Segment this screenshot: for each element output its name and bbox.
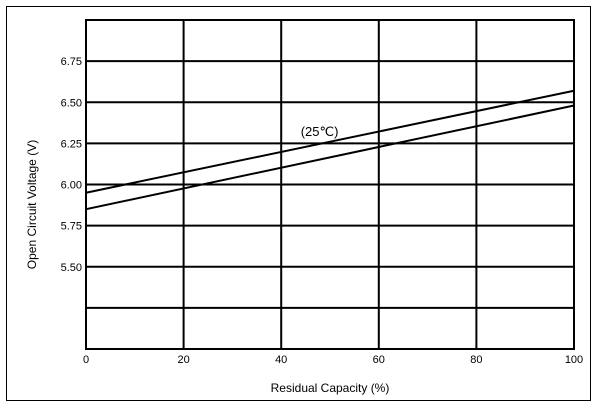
tick-labels: 0 20 40 60 80 100 5.50 5.75 6.00 6.25 6.50 6.75 — [61, 56, 584, 366]
x-tick-label: 60 — [373, 354, 385, 366]
x-tick-label: 0 — [83, 354, 89, 366]
y-tick-label: 5.50 — [61, 262, 82, 274]
y-tick-label: 6.50 — [61, 97, 82, 109]
y-tick-label: 6.00 — [61, 180, 82, 192]
x-tick-label: 80 — [470, 354, 482, 366]
temperature-annotation: (25℃) — [301, 124, 339, 139]
y-tick-label: 6.25 — [61, 138, 82, 150]
grid — [85, 19, 575, 350]
series-line-1 — [85, 89, 575, 194]
series-lines — [85, 89, 575, 211]
series-line-2 — [85, 104, 575, 211]
y-tick-label: 6.75 — [61, 56, 82, 68]
y-tick-label: 5.75 — [61, 221, 82, 233]
x-tick-label: 40 — [275, 354, 287, 366]
x-tick-label: 20 — [177, 354, 189, 366]
y-axis-title: Open Circuit Voltage (V) — [25, 140, 39, 269]
x-tick-label: 100 — [565, 354, 583, 366]
chart-frame — [6, 6, 591, 401]
x-axis-title: Residual Capacity (%) — [271, 381, 390, 395]
